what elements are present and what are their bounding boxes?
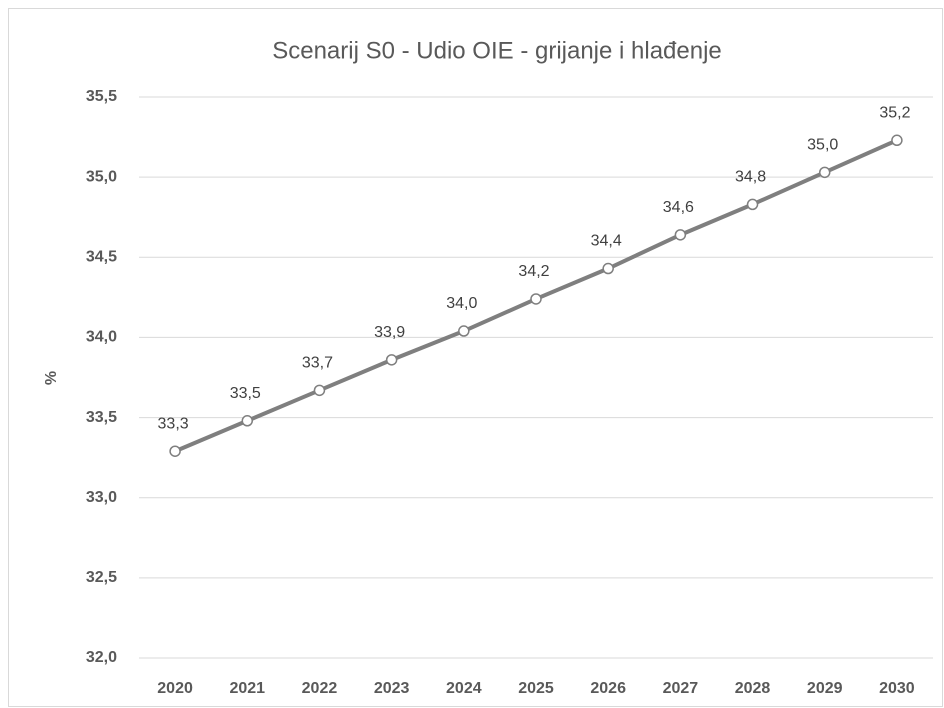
chart-border <box>8 8 943 707</box>
data-label: 34,4 <box>591 233 622 250</box>
marker <box>602 262 614 275</box>
data-label: 35,2 <box>879 104 910 121</box>
y-tick-label: 34,0 <box>86 329 117 346</box>
marker <box>241 415 254 427</box>
x-tick-label: 2022 <box>302 680 338 697</box>
marker <box>746 198 759 211</box>
y-tick-label: 32,5 <box>86 569 117 586</box>
y-axis-label: % <box>43 371 60 385</box>
marker <box>674 229 687 241</box>
data-label: 34,8 <box>735 169 766 186</box>
x-tick-label: 2026 <box>590 680 626 697</box>
x-tick-label: 2020 <box>157 680 193 697</box>
y-tick-label: 35,0 <box>86 168 117 185</box>
x-tick-label: 2029 <box>807 680 843 697</box>
chart-title: Scenarij S0 - Udio OIE - grijanje i hlađ… <box>272 37 722 64</box>
data-label: 35,0 <box>807 137 838 154</box>
x-tick-label: 2025 <box>518 680 554 697</box>
x-tick-label: 2030 <box>879 680 915 697</box>
data-label: 34,2 <box>518 263 549 280</box>
x-tick-label: 2028 <box>735 680 771 697</box>
marker <box>385 354 398 366</box>
data-label: 33,7 <box>302 355 333 372</box>
marker <box>891 134 903 147</box>
x-tick-label: 2024 <box>446 680 482 697</box>
y-tick-label: 35,5 <box>86 88 117 105</box>
marker <box>818 166 831 179</box>
x-tick-label: 2027 <box>663 680 699 697</box>
data-label: 33,5 <box>230 385 261 402</box>
y-tick-label: 32,0 <box>86 649 117 666</box>
y-tick-label: 33,5 <box>86 409 117 426</box>
data-label: 34,6 <box>663 199 694 216</box>
marker <box>458 325 470 337</box>
x-tick-label: 2023 <box>374 680 410 697</box>
y-tick-label: 33,0 <box>86 489 117 506</box>
marker <box>169 445 181 457</box>
y-tick-label: 34,5 <box>86 249 117 266</box>
marker <box>530 293 542 305</box>
data-label: 34,0 <box>446 295 477 312</box>
x-tick-label: 2021 <box>229 680 265 697</box>
marker <box>313 384 326 397</box>
data-label: 33,3 <box>158 415 189 432</box>
data-label: 33,9 <box>374 324 405 341</box>
